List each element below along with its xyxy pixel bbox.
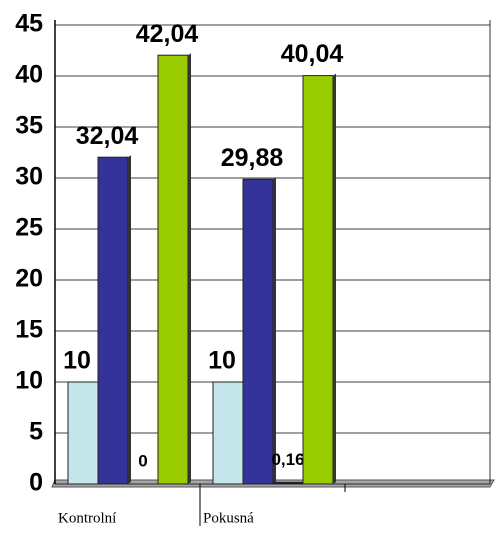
value-label: 10	[208, 347, 236, 375]
y-tick-label: 15	[15, 316, 43, 344]
bar	[67, 381, 99, 485]
value-label: 40,04	[281, 40, 344, 68]
y-tick-label: 40	[15, 61, 43, 89]
y-tick-label: 45	[15, 10, 43, 38]
bar-side	[333, 73, 336, 484]
bar	[212, 381, 244, 485]
y-tick-label: 35	[15, 112, 43, 140]
bar	[242, 178, 274, 485]
value-label: 29,88	[221, 144, 284, 172]
y-tick-label: 30	[15, 163, 43, 191]
value-label: 32,04	[76, 122, 139, 150]
bar	[272, 481, 304, 485]
bar-side	[128, 155, 131, 484]
y-tick-label: 25	[15, 214, 43, 242]
y-tick-label: 0	[29, 469, 43, 497]
bar	[157, 54, 189, 485]
value-label: 0,16	[271, 450, 304, 469]
bar-side	[188, 53, 191, 484]
value-label: 10	[63, 347, 91, 375]
bar-side	[273, 177, 276, 484]
value-label: 0	[138, 451, 147, 470]
x-tick-label: Kontrolní	[58, 510, 116, 526]
value-label: 42,04	[136, 20, 199, 48]
bar	[302, 75, 334, 485]
y-tick-label: 20	[15, 265, 43, 293]
y-tick-label: 5	[29, 418, 43, 446]
bar	[97, 156, 129, 485]
y-tick-label: 10	[15, 367, 43, 395]
x-tick-label: Pokusná	[203, 510, 254, 526]
